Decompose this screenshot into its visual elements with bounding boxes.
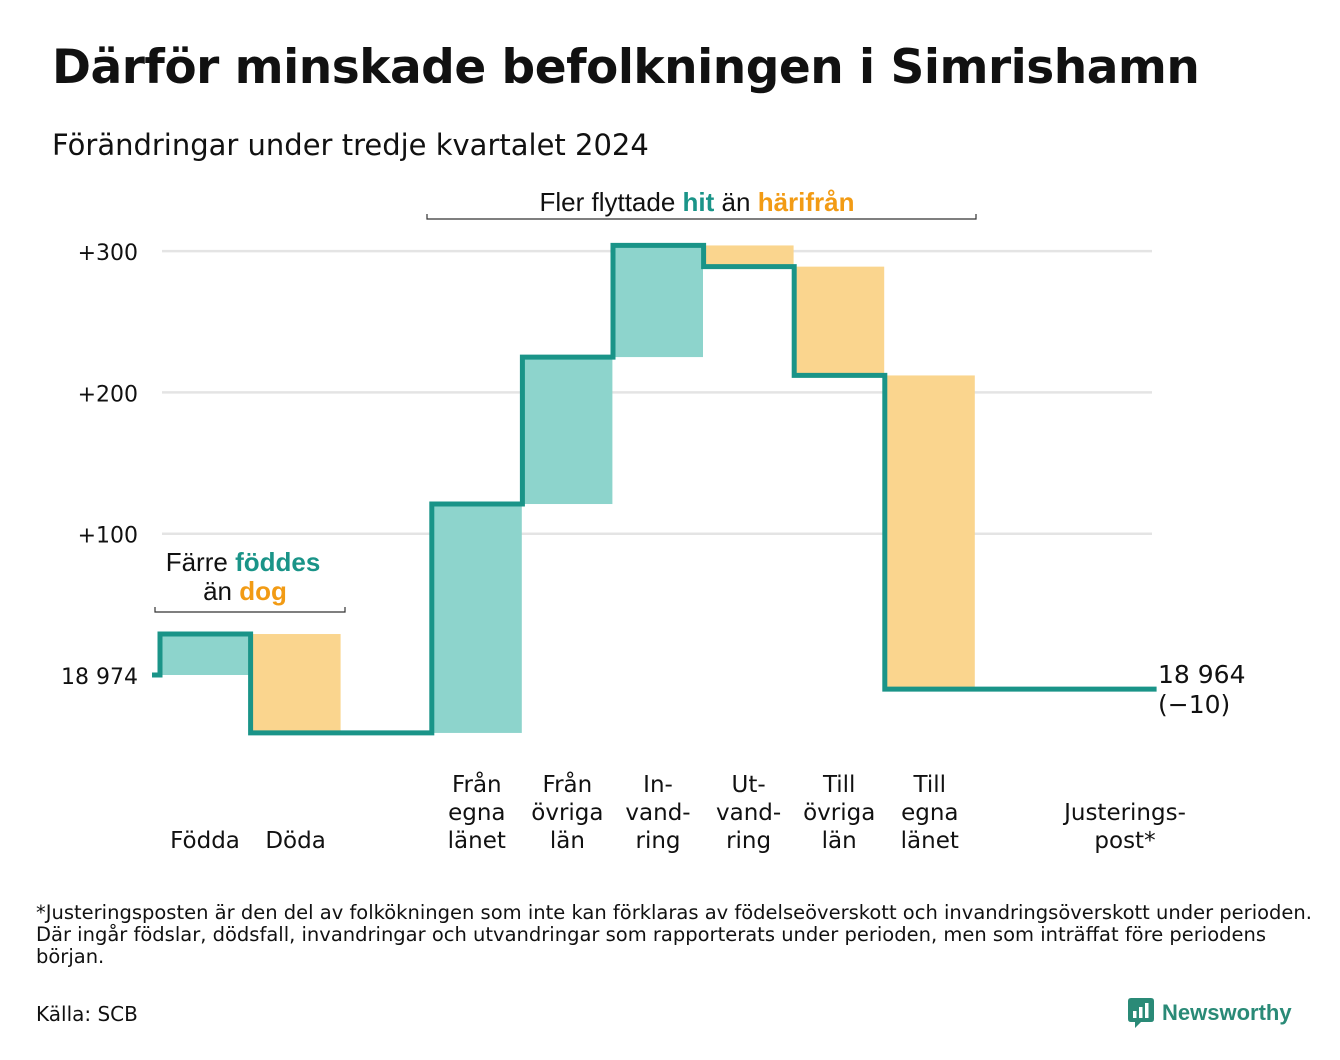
bar-in--vand--ring [613,245,703,358]
bars [160,245,975,733]
category-label: Justerings- [1062,800,1186,826]
y-tick-label: +100 [78,524,138,549]
category-label: övriga [531,800,603,826]
newsworthy-logo: Newsworthy [1128,998,1292,1028]
y-axis-ticks: +100 +200 +300 18 974 18 964(−10) [61,241,1245,719]
annotation-word: hit [683,187,715,217]
bar-till-egna-länet [884,375,975,690]
y-tick-label: +300 [78,241,138,266]
category-label: Till [822,772,856,798]
category-label: Födda [170,828,240,854]
running-total-path [152,242,1157,736]
category-label: län [550,828,585,854]
waterfall-chart: +100 +200 +300 18 974 18 964(−10) Födda Döda F… [61,187,1245,854]
end-change-label: (−10) [1158,690,1230,719]
chart-subtitle: Förändringar under tredje kvartalet 2024 [52,128,649,162]
births-annotation-line1: Färre föddes [166,547,321,577]
running-total-line [152,242,1157,736]
annotations: Fler flyttade hit än härifrån Färre födde… [154,187,977,613]
bar-till-övriga-län [794,266,885,376]
end-value-label: 18 964 [1158,660,1245,689]
annotation-word: föddes [235,547,320,577]
category-label: ring [635,828,680,854]
category-label: egna [901,800,958,826]
category-labels: Födda DödaFrånegnalänetFrånövrigalänIn-va… [170,770,1186,854]
category-label: Från [543,770,593,798]
category-label: Ut- [732,772,766,798]
brand-name: Newsworthy [1162,1000,1292,1025]
births-annotation-line2: än dog [203,576,287,606]
category-label: Till [913,772,947,798]
migration-bracket [426,214,977,220]
y-tick-label: +200 [78,382,138,407]
chart-title: Därför minskade befolkningen i Simrisham… [52,40,1200,95]
bar-från-egna-länet [431,504,522,733]
source-credit: Källa: SCB [36,1002,138,1026]
category-label: In- [643,772,673,798]
bar-födda [160,634,250,675]
start-value-label: 18 974 [61,665,138,690]
annotation-word: än [203,576,232,606]
annotation-word: Fler flyttade [539,187,675,217]
category-label: län [822,828,857,854]
category-label: länet [901,828,959,854]
bar-döda [250,634,341,733]
category-label: vand- [716,800,781,826]
migration-annotation: Fler flyttade hit än härifrån [539,187,854,217]
category-label: post* [1094,828,1155,854]
chart-bubble-icon [1128,998,1154,1028]
annotation-word: härifrån [758,187,855,217]
bar-ut--vand--ring [703,245,794,267]
category-label: länet [448,828,506,854]
annotation-word: dog [239,576,287,606]
category-label: egna [448,800,505,826]
category-label: övriga [803,800,875,826]
annotation-word: Färre [166,547,228,577]
footnote: *Justeringsposten är den del av folkökni… [36,901,1312,968]
births-bracket [154,607,346,613]
annotation-word: än [722,187,751,217]
bar-från-övriga-län [522,357,613,505]
category-label: vand- [625,800,690,826]
category-label: ring [726,828,771,854]
category-label: Döda [265,828,325,854]
category-label: Från [452,770,502,798]
